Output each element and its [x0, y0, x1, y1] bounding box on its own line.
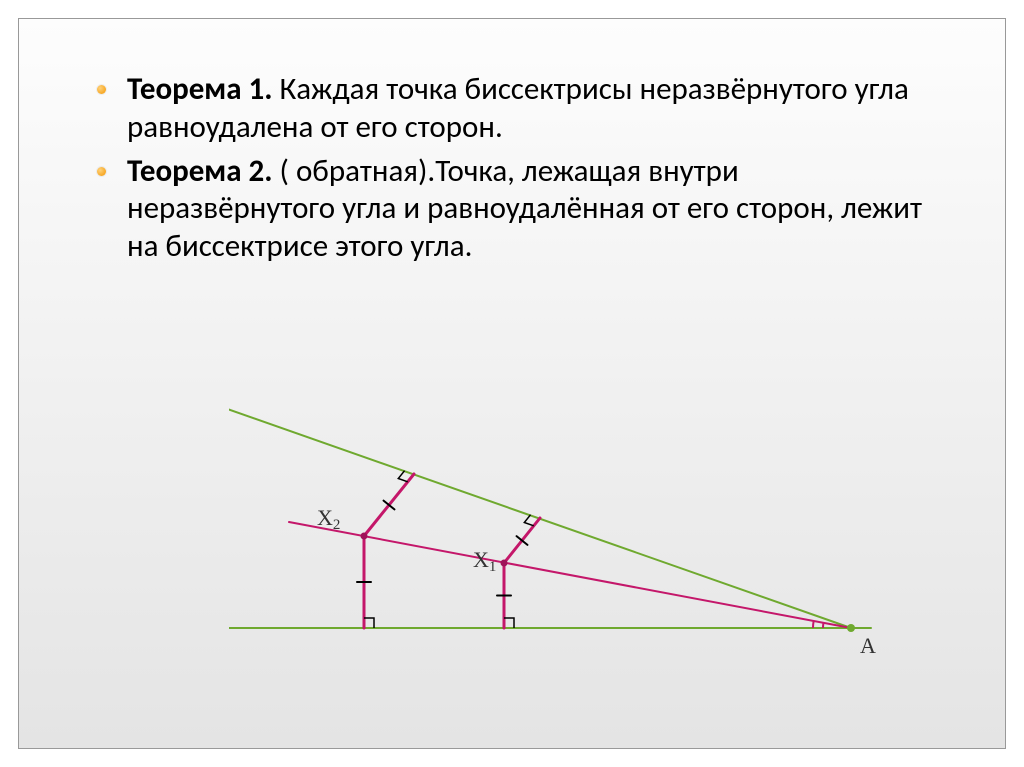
svg-text:X2: X2 [317, 505, 340, 533]
bisector-diagram: X2 X1 А [229, 399, 879, 699]
theorem-1: Теорема 1. Каждая точка биссектрисы нера… [97, 71, 949, 147]
slide-outer: Теорема 1. Каждая точка биссектрисы нера… [0, 0, 1024, 767]
theorem-1-title: Теорема 1. [127, 70, 273, 108]
theorem-list: Теорема 1. Каждая точка биссектрисы нера… [97, 71, 949, 266]
svg-text:X1: X1 [473, 547, 496, 575]
diagram-svg: X2 X1 А [229, 399, 879, 699]
svg-text:А: А [860, 633, 876, 658]
slide-inner: Теорема 1. Каждая точка биссектрисы нера… [18, 18, 1006, 749]
theorem-2-title: Теорема 2. [127, 152, 273, 190]
theorem-2: Теорема 2. ( обратная).Точка, лежащая вн… [97, 153, 949, 266]
